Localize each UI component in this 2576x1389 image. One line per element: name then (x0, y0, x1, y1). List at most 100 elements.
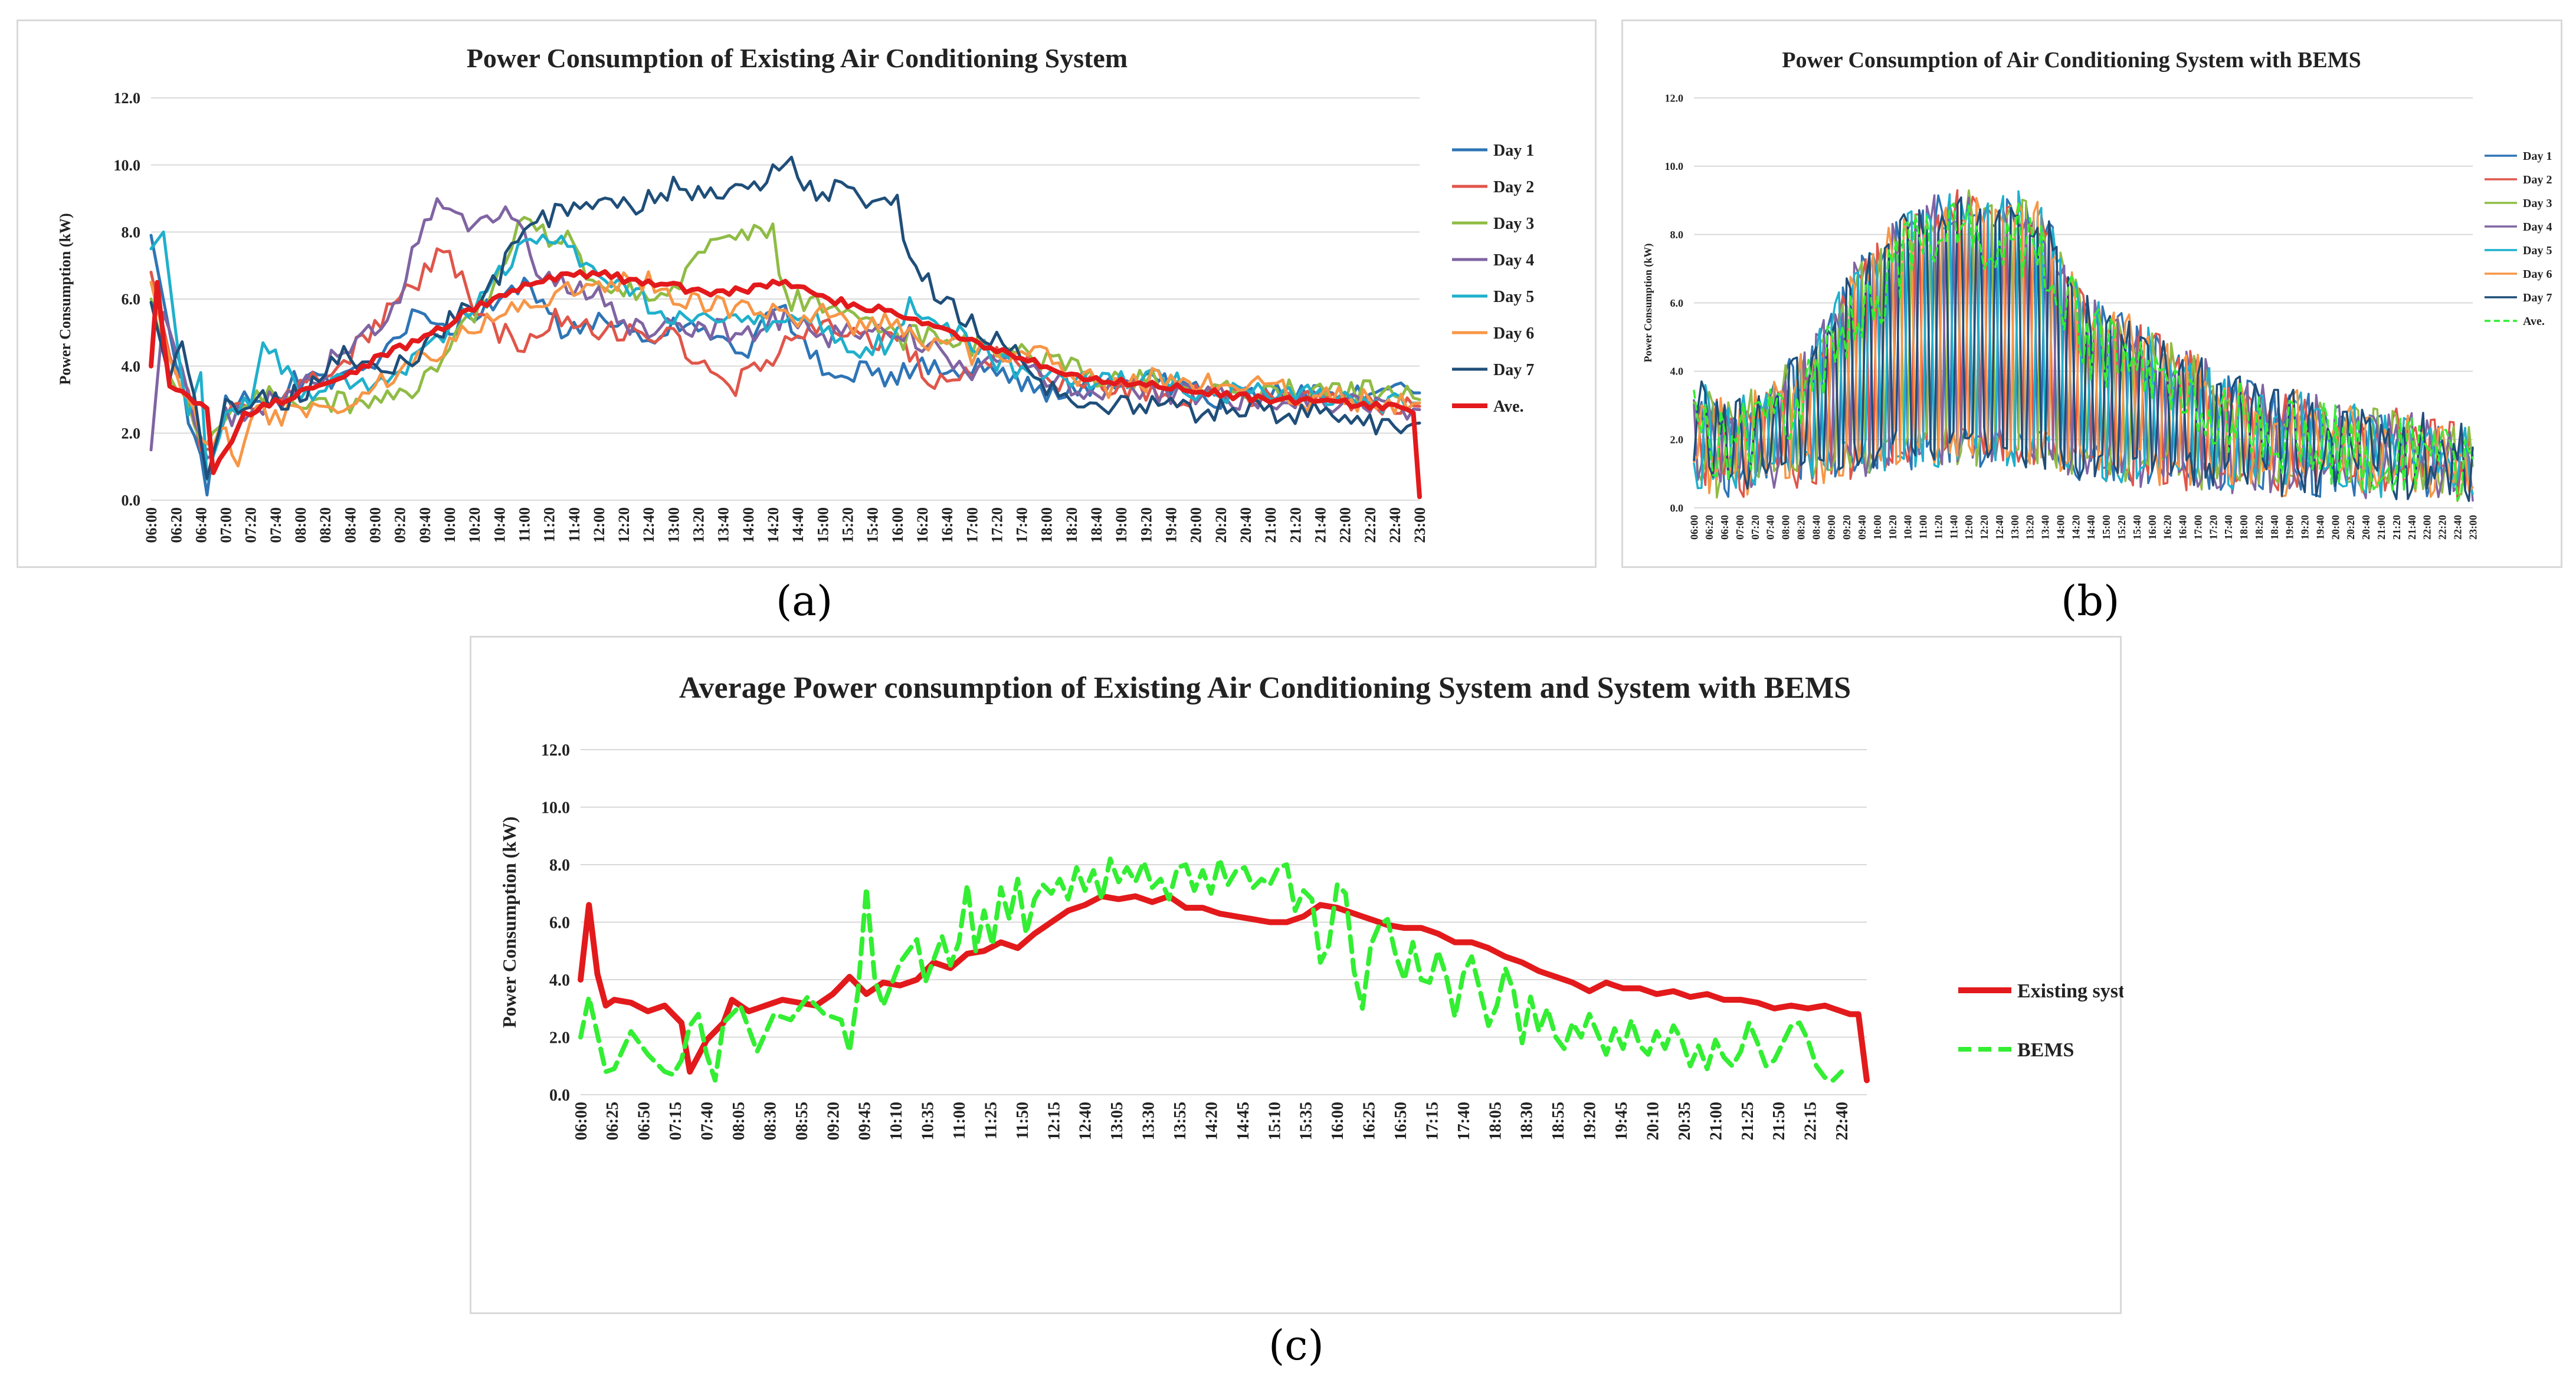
chart-b-x-tick-label: 06:20 (1703, 515, 1715, 540)
chart-b-x-tick-label: 09:00 (1826, 515, 1837, 540)
chart-c-y-axis-label: Power Consumption (kW) (499, 816, 520, 1028)
chart-b-x-tick-label: 16:00 (2146, 515, 2158, 540)
chart-b-x-tick-label: 11:20 (1932, 515, 1944, 539)
chart-a-x-tick-label: 16:20 (914, 507, 931, 543)
chart-c-x-tick-label: 11:25 (982, 1102, 1000, 1140)
chart-b-x-tick-label: 16:20 (2162, 515, 2174, 540)
chart-a-x-tick-label: 12:20 (615, 507, 632, 543)
chart-b-x-tick-label: 15:00 (2100, 515, 2112, 540)
chart-c-x-tick-label: 13:30 (1140, 1102, 1158, 1140)
chart-b-x-tick-label: 12:20 (1978, 515, 1990, 540)
chart-c-x-tick-label: 07:40 (699, 1102, 717, 1140)
chart-b-legend-label: Day 5 (2523, 244, 2552, 257)
chart-b-x-tick-label: 21:40 (2406, 515, 2418, 540)
chart-a-series-line (149, 234, 1421, 497)
chart-b-x-tick-label: 08:20 (1795, 515, 1807, 540)
chart-b-x-tick-label: 06:00 (1688, 515, 1700, 540)
chart-a-x-tick-label: 23:00 (1411, 507, 1428, 543)
chart-a-x-tick-label: 13:20 (690, 507, 707, 543)
chart-b-x-tick-label: 15:20 (2116, 515, 2128, 540)
chart-b-x-tick-label: 17:40 (2223, 515, 2234, 540)
chart-a-title: Power Consumption of Existing Air Condit… (467, 43, 1128, 73)
chart-a-x-tick-label: 11:00 (516, 507, 533, 542)
chart-a-x-tick-label: 08:00 (292, 507, 309, 543)
chart-c-x-tick-label: 08:30 (761, 1102, 779, 1140)
chart-b-x-tick-label: 18:20 (2253, 515, 2265, 540)
chart-b-x-tick-label: 13:20 (2024, 515, 2036, 540)
chart-b-legend-label: Day 7 (2523, 291, 2552, 304)
panel-label-a: (a) (776, 577, 833, 625)
chart-c-x-tick-label: 20:10 (1644, 1102, 1662, 1140)
chart-c-x-tick-label: 18:30 (1518, 1102, 1536, 1140)
chart-a-x-tick-label: 17:20 (988, 507, 1005, 543)
chart-a-x-tick-label: 18:00 (1038, 507, 1056, 543)
chart-a-x-tick-label: 18:20 (1063, 507, 1080, 543)
chart-a-series-line (149, 247, 1421, 452)
chart-b-y-tick-label: 2.0 (1670, 434, 1684, 445)
chart-c-svg: Average Power consumption of Existing Ai… (499, 671, 2123, 1140)
chart-b-x-tick-label: 07:20 (1749, 515, 1761, 540)
chart-c-x-tick-label: 22:15 (1802, 1102, 1820, 1140)
chart-b-x-tick-label: 10:20 (1887, 515, 1899, 540)
chart-b-x-tick-label: 22:00 (2421, 515, 2433, 540)
chart-c-x-tick-label: 06:00 (572, 1102, 591, 1140)
chart-b-x-tick-label: 20:40 (2360, 515, 2372, 540)
chart-b-y-tick-label: 12.0 (1665, 92, 1684, 104)
chart-b-x-tick-label: 11:00 (1918, 515, 1929, 539)
chart-b-x-tick-label: 07:40 (1765, 515, 1777, 540)
chart-b-x-tick-label: 14:40 (2085, 515, 2097, 540)
chart-a-x-tick-label: 10:20 (466, 507, 483, 543)
chart-c-x-tick-label: 12:15 (1045, 1102, 1063, 1140)
chart-b-x-tick-label: 08:40 (1810, 515, 1822, 540)
chart-a-x-tick-label: 14:40 (789, 507, 807, 543)
chart-a-x-tick-label: 15:00 (814, 507, 831, 543)
chart-b-series-line (1693, 196, 2474, 503)
chart-b-x-tick-label: 23:00 (2467, 515, 2479, 540)
chart-b-legend-label: Day 2 (2523, 173, 2552, 186)
chart-b-y-tick-label: 8.0 (1670, 229, 1684, 241)
chart-c-y-tick-label: 6.0 (549, 914, 570, 932)
chart-b-x-tick-label: 20:20 (2345, 515, 2357, 540)
chart-a-x-tick-label: 07:00 (218, 507, 235, 543)
chart-a-y-axis-label: Power Consumption (kW) (57, 213, 74, 385)
chart-a-series-line (149, 156, 1421, 480)
chart-b-y-axis-label: Power Consumption (kW) (1642, 244, 1654, 363)
chart-c-x-tick-label: 09:45 (856, 1102, 874, 1140)
chart-panel-a: Power Consumption of Existing Air Condit… (17, 19, 1597, 568)
chart-c-x-tick-label: 19:45 (1613, 1102, 1631, 1140)
chart-b-x-tick-label: 22:20 (2437, 515, 2449, 540)
chart-a-x-tick-label: 09:40 (417, 507, 434, 543)
chart-a-x-tick-label: 11:20 (541, 507, 558, 542)
chart-a-x-tick-label: 20:20 (1212, 507, 1230, 543)
chart-a-x-tick-label: 18:40 (1088, 507, 1105, 543)
chart-b-x-tick-label: 19:20 (2299, 515, 2311, 540)
chart-b-x-tick-label: 09:20 (1841, 515, 1853, 540)
chart-a-x-tick-label: 13:00 (665, 507, 682, 543)
chart-b-x-tick-label: 20:00 (2329, 515, 2341, 540)
chart-b-series-line (1693, 201, 2474, 502)
chart-a-x-tick-label: 20:00 (1188, 507, 1205, 543)
chart-c-x-tick-label: 18:05 (1486, 1102, 1505, 1140)
chart-a-y-tick-label: 0.0 (122, 492, 141, 509)
chart-a-x-tick-label: 09:20 (392, 507, 409, 543)
chart-a-x-tick-label: 16:00 (889, 507, 906, 543)
chart-a-x-tick-label: 14:20 (765, 507, 782, 543)
chart-c-legend-label: BEMS (2017, 1039, 2074, 1061)
chart-panel-c: Average Power consumption of Existing Ai… (470, 636, 2123, 1314)
chart-a-series-line (149, 269, 1422, 500)
chart-a-svg: Power Consumption of Existing Air Condit… (57, 43, 1534, 543)
chart-c-x-tick-label: 11:50 (1014, 1102, 1032, 1140)
chart-a-x-tick-label: 15:20 (839, 507, 856, 543)
chart-c-x-tick-label: 13:55 (1171, 1102, 1189, 1140)
chart-a-legend-label: Day 1 (1493, 142, 1534, 160)
chart-a-x-tick-label: 10:00 (441, 507, 458, 543)
chart-b-x-tick-label: 21:20 (2391, 515, 2403, 540)
chart-c-x-tick-label: 21:00 (1707, 1102, 1725, 1140)
chart-c-x-tick-label: 17:40 (1455, 1102, 1473, 1140)
chart-b-x-tick-label: 12:00 (1963, 515, 1975, 540)
chart-c-x-tick-label: 16:00 (1329, 1102, 1347, 1140)
chart-b-x-tick-label: 18:00 (2238, 515, 2250, 540)
chart-c-x-tick-label: 08:55 (793, 1102, 811, 1140)
chart-b-y-tick-label: 6.0 (1670, 297, 1684, 309)
chart-b-x-tick-label: 07:00 (1734, 515, 1746, 540)
